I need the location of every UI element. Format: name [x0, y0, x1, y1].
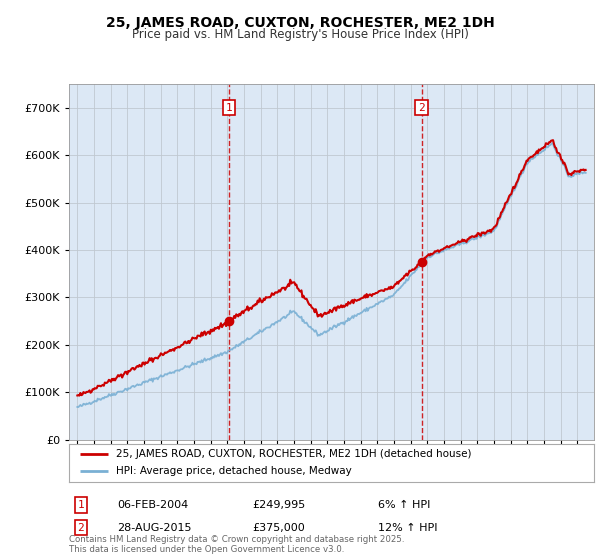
Text: HPI: Average price, detached house, Medway: HPI: Average price, detached house, Medw…	[116, 466, 352, 477]
Text: 25, JAMES ROAD, CUXTON, ROCHESTER, ME2 1DH: 25, JAMES ROAD, CUXTON, ROCHESTER, ME2 1…	[106, 16, 494, 30]
Text: 25, JAMES ROAD, CUXTON, ROCHESTER, ME2 1DH (detached house): 25, JAMES ROAD, CUXTON, ROCHESTER, ME2 1…	[116, 449, 472, 459]
Text: 2: 2	[77, 522, 85, 533]
Text: 1: 1	[226, 102, 232, 113]
Text: 6% ↑ HPI: 6% ↑ HPI	[378, 500, 430, 510]
Text: Price paid vs. HM Land Registry's House Price Index (HPI): Price paid vs. HM Land Registry's House …	[131, 28, 469, 41]
Text: £375,000: £375,000	[252, 522, 305, 533]
Text: 06-FEB-2004: 06-FEB-2004	[117, 500, 188, 510]
Text: 1: 1	[77, 500, 85, 510]
Text: 28-AUG-2015: 28-AUG-2015	[117, 522, 191, 533]
Text: £249,995: £249,995	[252, 500, 305, 510]
Text: Contains HM Land Registry data © Crown copyright and database right 2025.
This d: Contains HM Land Registry data © Crown c…	[69, 535, 404, 554]
Text: 2: 2	[418, 102, 425, 113]
Text: 12% ↑ HPI: 12% ↑ HPI	[378, 522, 437, 533]
